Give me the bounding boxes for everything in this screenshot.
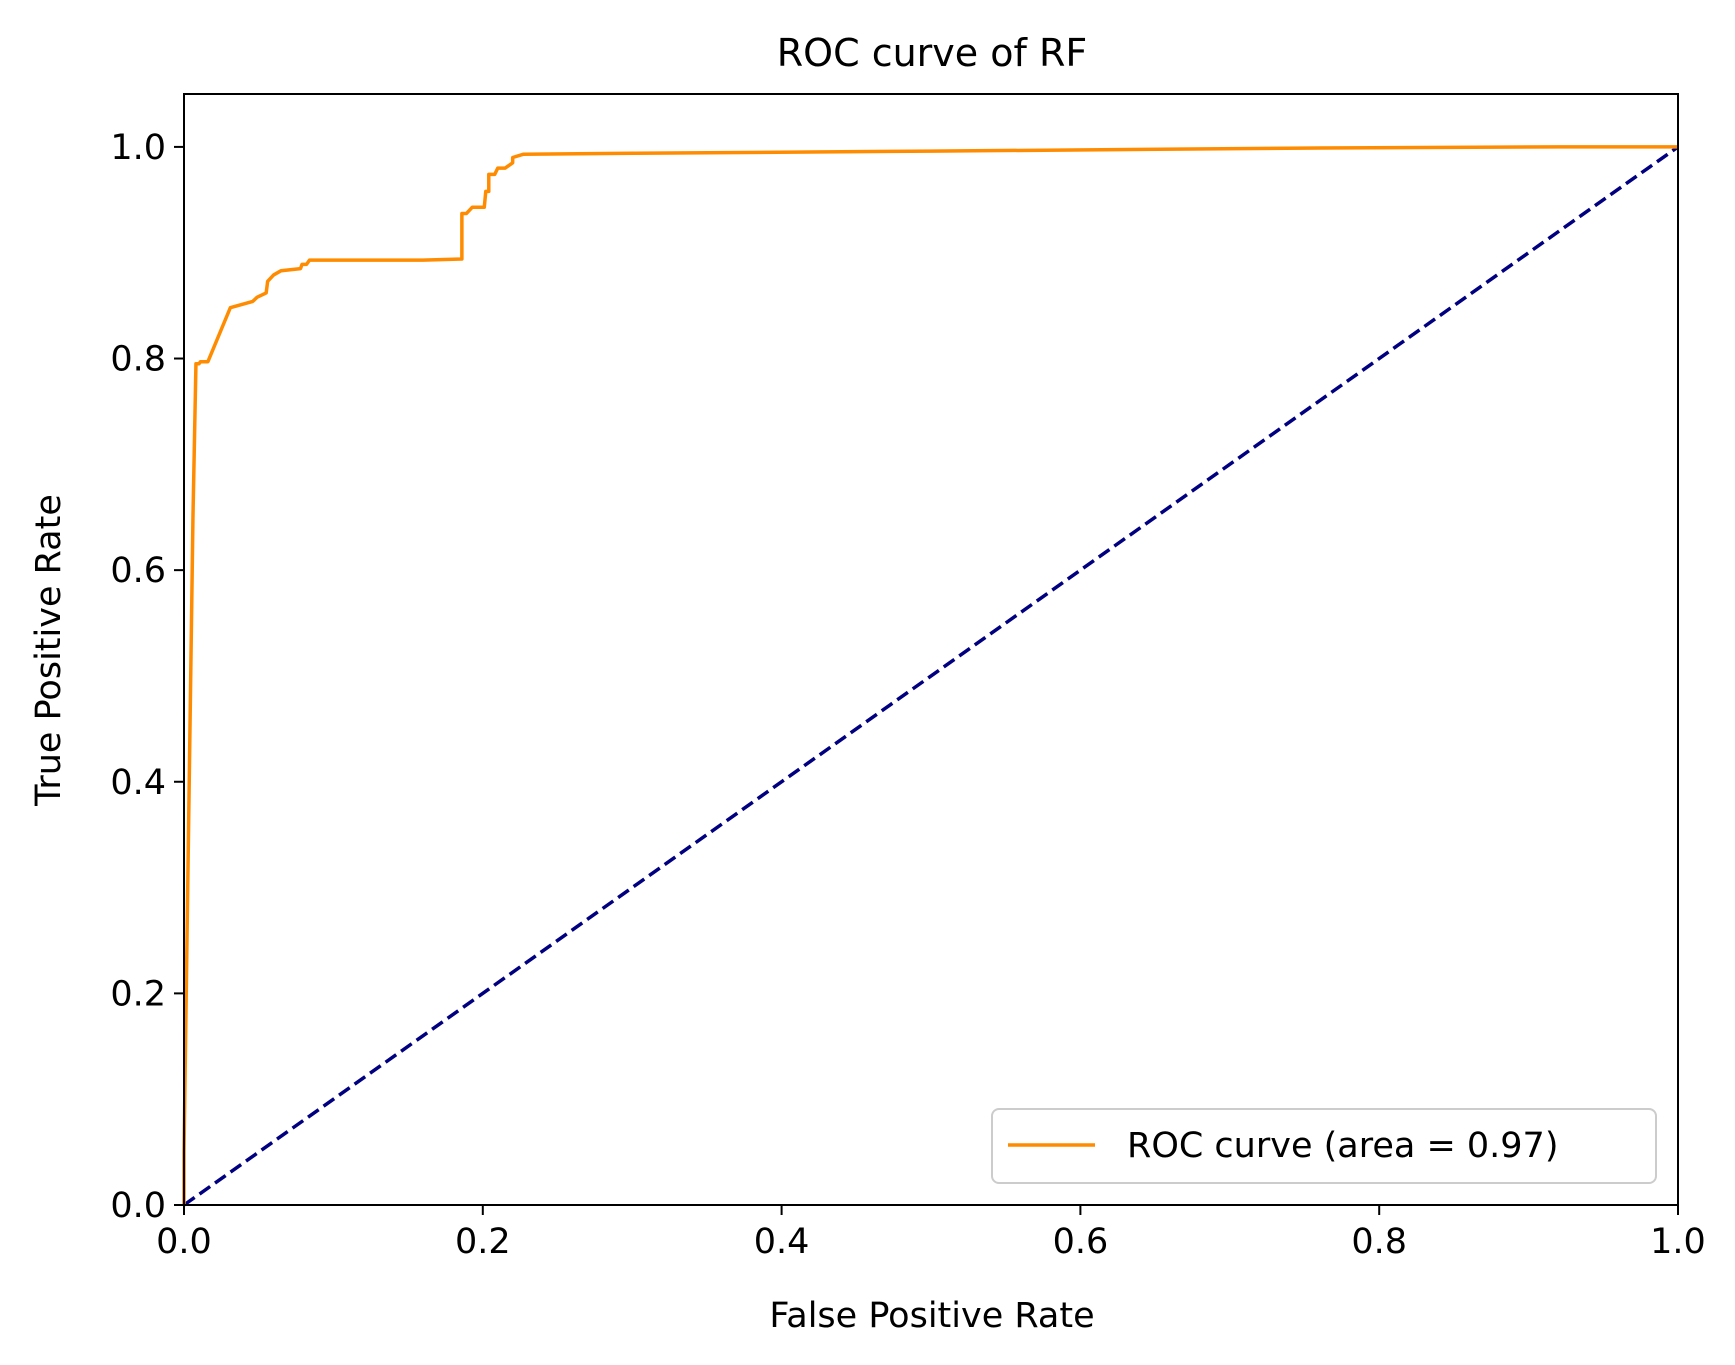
roc-curve-series (182, 145, 1678, 1205)
legend: ROC curve (area = 0.97) (991, 1108, 1657, 1184)
x-tick-label: 0.6 (1053, 1222, 1109, 1262)
legend-label: ROC curve (area = 0.97) (1127, 1126, 1558, 1166)
x-tick-label: 0.4 (754, 1222, 810, 1262)
x-tick-label: 0.2 (455, 1222, 511, 1262)
y-tick-label: 0.8 (110, 340, 166, 380)
axes-frame (183, 93, 1679, 1206)
x-tick-label: 0.0 (156, 1222, 212, 1262)
y-tick-label: 0.2 (110, 974, 166, 1014)
chart-title: ROC curve of RF (777, 31, 1087, 75)
x-tick-label: 1.0 (1650, 1222, 1706, 1262)
chance-diagonal-series (182, 145, 1680, 1207)
y-axis-label: True Positive Rate (29, 494, 69, 807)
y-tick-label: 0.0 (110, 1186, 166, 1226)
plot-area (182, 145, 1680, 1207)
y-tick-label: 0.6 (110, 551, 166, 591)
x-axis-ticks: 0.0 0.2 0.4 0.6 0.8 1.0 (156, 1205, 1706, 1262)
y-axis-ticks: 0.0 0.2 0.4 0.6 0.8 1.0 (110, 128, 184, 1226)
y-tick-label: 1.0 (110, 128, 166, 168)
x-axis-label: False Positive Rate (769, 1296, 1094, 1336)
x-tick-label: 0.8 (1351, 1222, 1407, 1262)
legend-box (991, 1108, 1657, 1184)
y-tick-label: 0.4 (110, 763, 166, 803)
